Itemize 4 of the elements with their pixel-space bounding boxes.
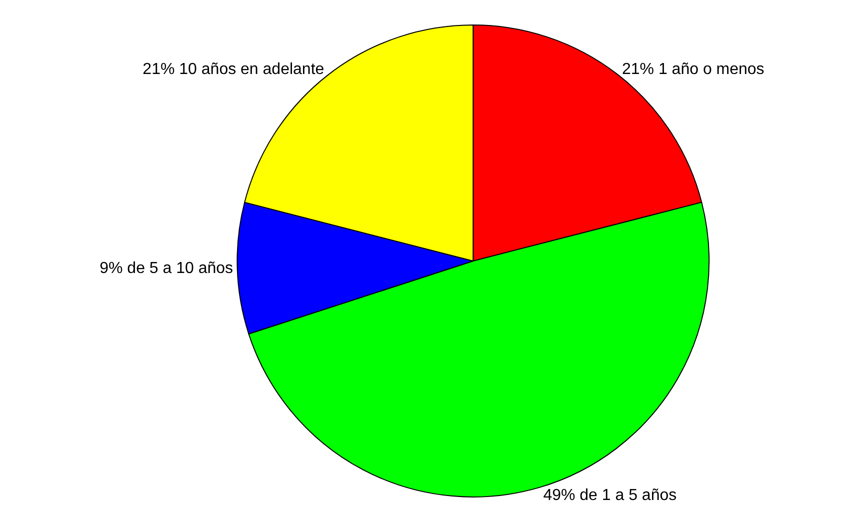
slice-label: 21% 1 año o menos [622,60,764,78]
slice-label: 49% de 1 a 5 años [543,486,677,504]
slice-label: 21% 10 años en adelante [142,60,324,78]
slice-label: 9% de 5 a 10 años [100,260,234,277]
